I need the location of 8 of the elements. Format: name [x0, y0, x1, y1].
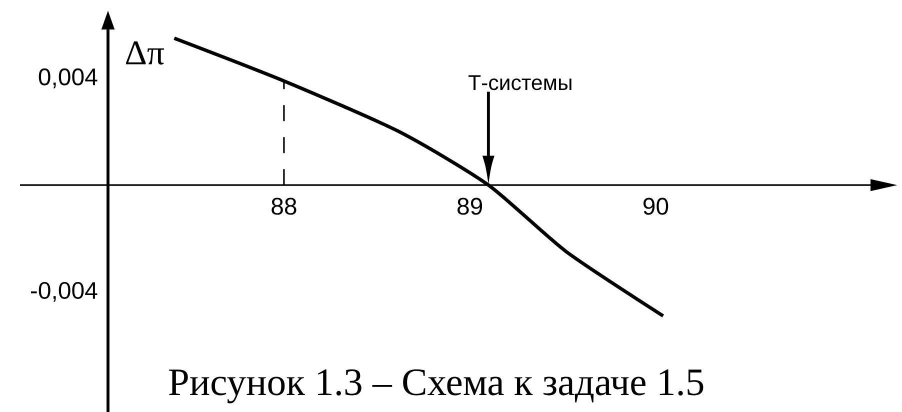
y-tick-label: 0,004	[38, 68, 98, 88]
annotation: Рисунок 1.3 – Схема к задаче 1.5	[169, 369, 704, 404]
y-axis-title: Δπ	[126, 41, 164, 65]
x-tick-label: 90	[644, 198, 668, 215]
annotation: Т-системы	[468, 75, 572, 90]
x-tick-label: 88	[272, 198, 296, 215]
y-tick-label: -0,004	[30, 282, 98, 302]
x-tick-label: 89	[458, 198, 482, 215]
